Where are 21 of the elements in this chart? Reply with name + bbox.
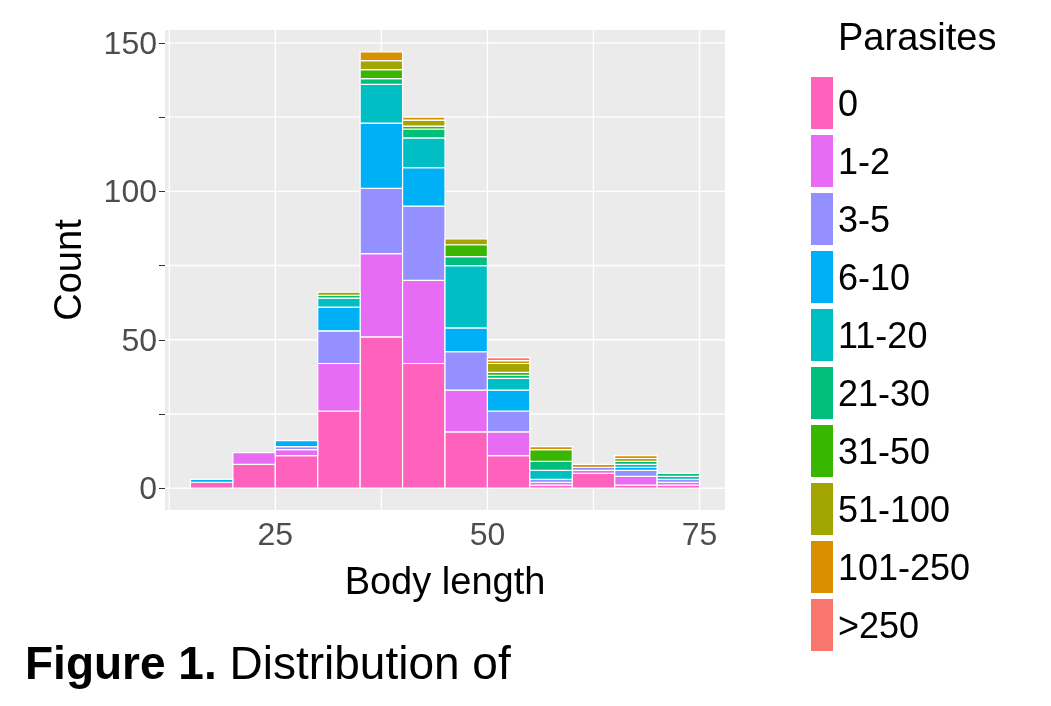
y-tick-label: 150: [103, 24, 157, 61]
x-axis-title: Body length: [344, 560, 546, 602]
legend-label: 101-250: [838, 546, 971, 588]
legend-label: 3-5: [838, 198, 891, 240]
x-tick-label: 50: [469, 516, 506, 552]
legend-label: 51-100: [838, 488, 951, 530]
caption: Figure 1. Distribution of: [25, 637, 511, 689]
y-axis-title: Count: [47, 218, 89, 321]
legend-label: 31-50: [838, 430, 931, 472]
legend-label: 21-30: [838, 372, 931, 414]
y-tick-label: 100: [103, 173, 157, 210]
legend-label: 1-2: [838, 140, 891, 182]
x-tick-label: 25: [257, 516, 294, 552]
legend-title: Parasites: [838, 16, 997, 58]
legend-label: >250: [838, 604, 920, 646]
legend-label: 11-20: [838, 314, 928, 356]
legend-label: 0: [838, 82, 859, 124]
y-tick-label: 50: [121, 321, 157, 358]
y-tick-label: 0: [139, 470, 157, 507]
x-tick-label: 75: [681, 516, 718, 552]
legend-label: 6-10: [838, 256, 911, 298]
